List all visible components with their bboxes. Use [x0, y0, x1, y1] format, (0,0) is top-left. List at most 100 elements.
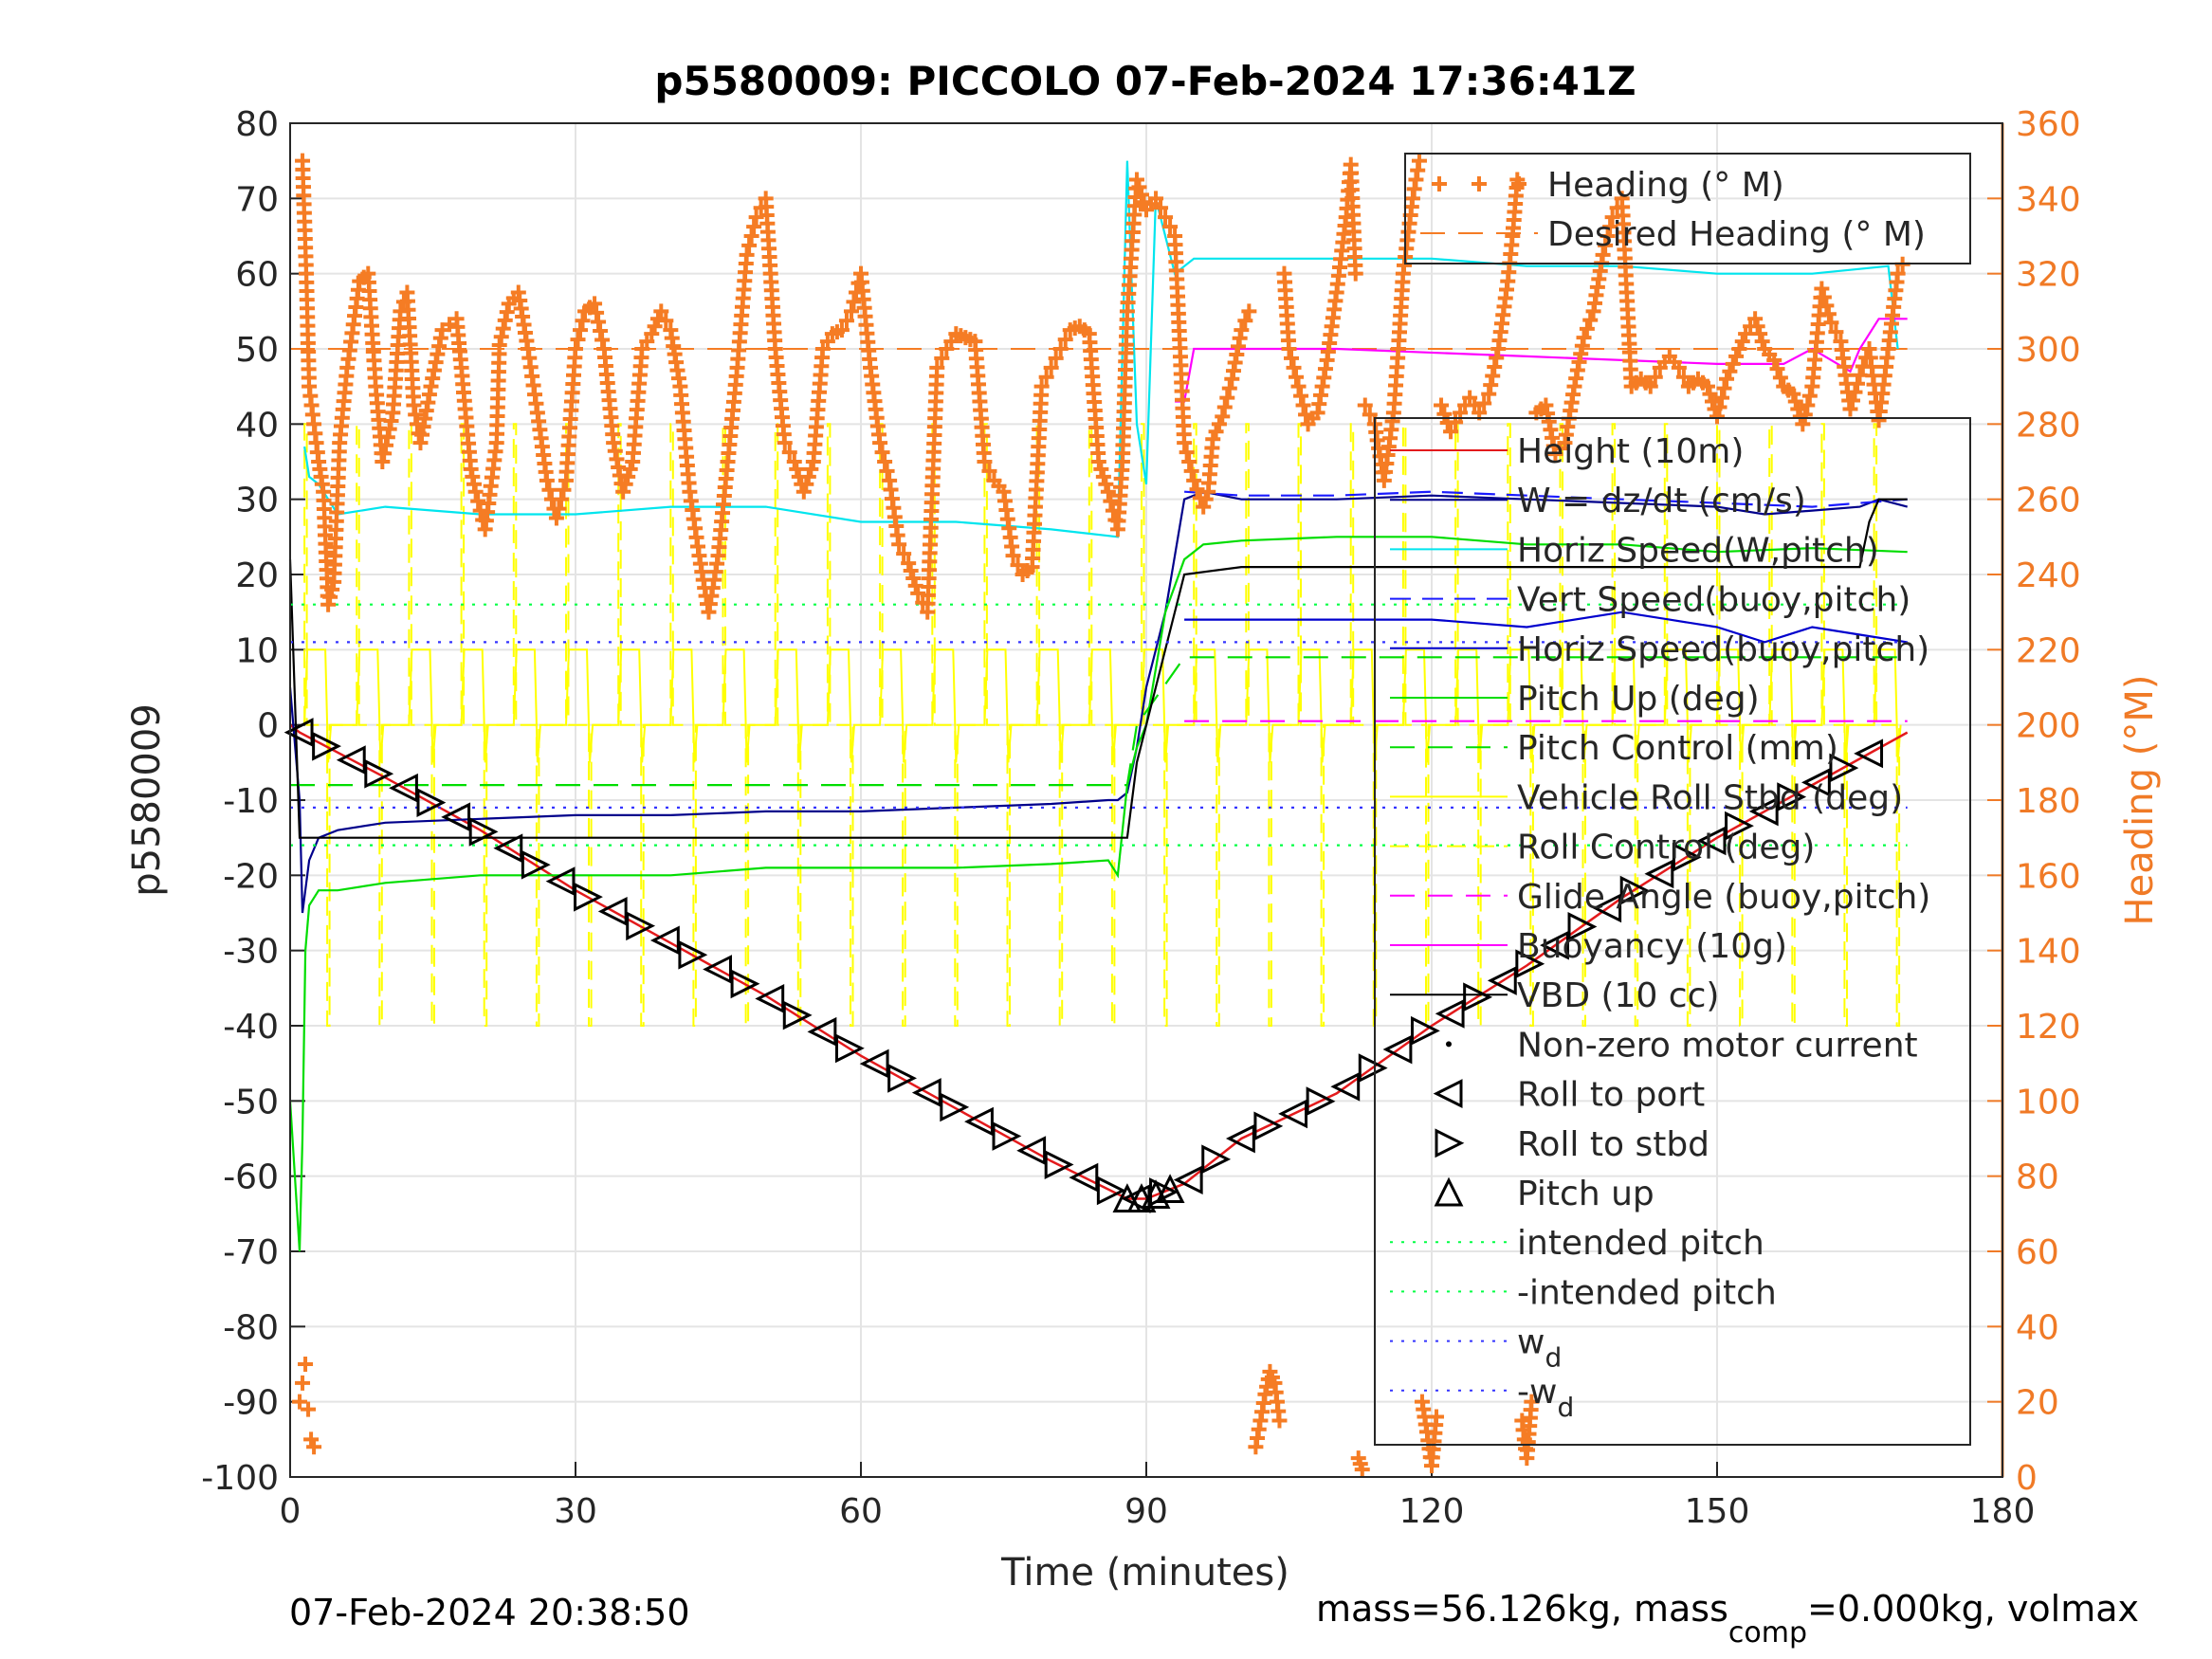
legend-label-main: VBD (10 cc) — [1517, 976, 1719, 1015]
marker-pitch-up — [1155, 1174, 1185, 1204]
marker-roll-right — [468, 816, 499, 847]
marker-roll-right — [1044, 1150, 1074, 1179]
marker-roll-left — [1435, 998, 1465, 1029]
marker-roll-left — [755, 984, 785, 1013]
marker-roll-left — [859, 1048, 889, 1079]
footer-timestamp: 07-Feb-2024 20:38:50 — [289, 1592, 690, 1633]
marker-roll-left — [1644, 859, 1674, 889]
marker-roll-left — [911, 1078, 941, 1108]
marker-roll-right — [312, 731, 341, 761]
marker-roll-left — [703, 955, 732, 984]
legend-main: Height (10m) W = dz/dt (cm/s) Horiz Speed(… — [1374, 417, 1971, 1446]
legend-label-main: W = dz/dt (cm/s) — [1517, 482, 1806, 520]
marker-roll-right — [1201, 1144, 1232, 1175]
y-tick-label: -40 — [223, 1008, 279, 1047]
legend-swatch-heading — [1432, 176, 1526, 191]
marker-roll-left — [1540, 930, 1569, 960]
x-tick-label: 120 — [1399, 1492, 1465, 1531]
marker-layer — [283, 718, 1884, 1213]
marker-roll-right — [521, 849, 551, 880]
legend-label-main: Buoyancy (10g) — [1517, 927, 1787, 966]
legend-label-main: Vert Speed(buoy,pitch) — [1517, 581, 1910, 620]
y-tick-label: 70 — [235, 180, 279, 219]
y-tick-label: -10 — [223, 782, 279, 821]
legend-label-heading: Desired Heading (° M) — [1547, 215, 1926, 254]
marker-roll-right — [626, 911, 656, 941]
y2-tick-label: 180 — [2016, 782, 2081, 821]
marker-roll-right — [1725, 811, 1754, 841]
legend-label-main: Roll to stbd — [1517, 1125, 1709, 1164]
x-tick-label: 30 — [554, 1492, 597, 1531]
marker-roll-left — [1278, 1099, 1308, 1129]
marker-roll-right — [1672, 842, 1702, 872]
y2-axis-ticks: 0 20 40 60 80 100 120 140 160 180 200 220 240 260 280 3… — [2016, 105, 2081, 1498]
y-axis-label: p5580009 — [125, 703, 169, 897]
marker-roll-right — [1306, 1086, 1336, 1117]
plot-area-frame — [289, 122, 2003, 1478]
legend-label-sub: d — [1557, 1392, 1574, 1423]
series-vehicle-roll — [303, 648, 1902, 763]
legend-swatch-tri-left — [1433, 1079, 1463, 1109]
legend-label-main: -w — [1517, 1373, 1557, 1412]
y-tick-label: -50 — [223, 1083, 279, 1121]
marker-roll-right — [1515, 949, 1545, 979]
legend-label-main: -wd — [1517, 1373, 1574, 1423]
x-tick-label: 60 — [839, 1492, 883, 1531]
y-tick-label: 30 — [235, 482, 279, 520]
y2-tick-label: 40 — [2016, 1308, 2059, 1347]
y-tick-label: -30 — [223, 933, 279, 972]
footer-mass-prefix: mass=56.126kg, mass — [1316, 1588, 1728, 1630]
legend-label-main: wd — [1517, 1323, 1562, 1374]
series-pitch — [288, 536, 1908, 1252]
marker-roll-right — [1463, 982, 1493, 1012]
legend-label-main: Horiz Speed(buoy,pitch) — [1517, 630, 1929, 669]
y2-tick-label: 140 — [2016, 933, 2081, 972]
marker-roll-left — [1173, 1165, 1203, 1195]
y2-tick-label: 0 — [2016, 1459, 2038, 1498]
marker-roll-left — [649, 925, 680, 956]
footer-mass-info: mass=56.126kg, masscomp=0.000kg, volmax — [1316, 1588, 2139, 1650]
y-tick-label: 40 — [235, 406, 279, 445]
legend-label-main: Non-zero motor current — [1517, 1026, 1918, 1065]
footer-mass-suffix: =0.000kg, volmax — [1807, 1588, 2139, 1630]
marker-roll-right — [1410, 1015, 1440, 1046]
legend-swatch-tri-up — [1434, 1176, 1464, 1207]
marker-roll-left — [389, 773, 418, 803]
y-tick-label: -90 — [223, 1384, 279, 1423]
marker-roll-left — [1801, 767, 1831, 797]
y2-tick-label: 300 — [2016, 331, 2081, 370]
x-tick-label: 180 — [1970, 1492, 2036, 1531]
legend-swatch-tri-right — [1435, 1128, 1465, 1158]
marker-roll-right — [364, 758, 394, 789]
marker-roll-right — [1829, 753, 1859, 783]
marker-roll-left — [1016, 1136, 1047, 1166]
marker-roll-right — [678, 939, 708, 970]
y-axis-ticks: -100-90-80-70-60-50-40-30-20-10010203040… — [201, 105, 279, 1498]
y2-tick-label: 200 — [2016, 707, 2081, 746]
marker-roll-right — [574, 882, 603, 912]
marker-roll-right — [782, 1000, 813, 1030]
marker-roll-left — [1592, 893, 1622, 923]
y2-tick-label: 240 — [2016, 556, 2081, 595]
legend-heading: Heading (° M) Desired Heading (° M) — [1404, 153, 1971, 264]
x-tick-label: 90 — [1124, 1492, 1168, 1531]
marker-roll-left — [545, 866, 576, 897]
series-buoyancy — [1175, 318, 1908, 403]
y2-tick-label: 100 — [2016, 1083, 2081, 1121]
marker-pitch-up — [1112, 1183, 1143, 1212]
y2-tick-label: 160 — [2016, 857, 2081, 896]
marker-roll-right — [940, 1092, 970, 1122]
y-tick-label: 0 — [257, 707, 279, 746]
legend-label-heading: Heading (° M) — [1547, 166, 1784, 205]
y2-tick-label: 360 — [2016, 105, 2081, 144]
legend-label-main: Roll to port — [1517, 1076, 1705, 1115]
x-tick-label: 0 — [280, 1492, 302, 1531]
y-tick-label: -80 — [223, 1308, 279, 1347]
y2-tick-label: 320 — [2016, 256, 2081, 295]
marker-roll-left — [1225, 1123, 1255, 1154]
marker-roll-left — [336, 745, 366, 775]
legend-label-main: Pitch Up (deg) — [1517, 680, 1760, 719]
series-horiz-buoy — [1184, 611, 1908, 644]
y2-tick-label: 260 — [2016, 482, 2081, 520]
